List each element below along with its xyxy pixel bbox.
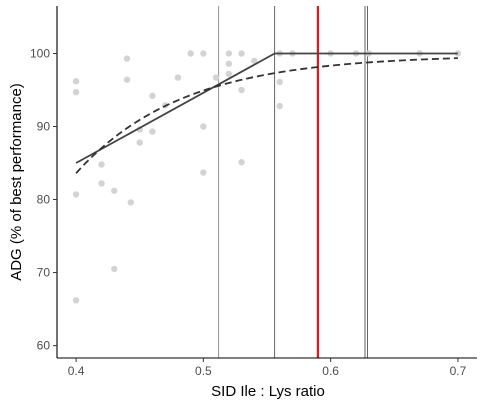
data-point-22 bbox=[212, 74, 220, 81]
x-axis-title: SID Ile : Lys ratio bbox=[211, 383, 325, 400]
data-point-1 bbox=[72, 78, 80, 85]
data-point-7 bbox=[111, 187, 118, 194]
x-tick-label: 0.6 bbox=[322, 364, 339, 378]
data-point-28 bbox=[238, 159, 245, 166]
data-point-18 bbox=[187, 50, 194, 57]
data-point-27 bbox=[238, 86, 245, 94]
data-point-2 bbox=[72, 88, 80, 96]
data-point-17 bbox=[174, 74, 182, 81]
data-point-32 bbox=[276, 102, 283, 110]
data-point-15 bbox=[149, 128, 156, 135]
data-point-31 bbox=[276, 78, 283, 86]
axes bbox=[56, 6, 477, 359]
data-point-4 bbox=[72, 297, 80, 304]
vertical-reference-lines bbox=[218, 6, 368, 358]
curvilinear-fit bbox=[75, 57, 458, 174]
y-tick-label: 60 bbox=[37, 339, 51, 353]
data-point-9 bbox=[123, 55, 131, 62]
fit-lines bbox=[75, 52, 458, 174]
data-point-26 bbox=[238, 50, 245, 57]
y-tick-label: 90 bbox=[37, 119, 51, 133]
data-point-19 bbox=[200, 50, 207, 57]
broken-line-fit bbox=[75, 52, 458, 164]
data-point-14 bbox=[149, 92, 156, 100]
data-point-8 bbox=[111, 265, 118, 273]
data-point-5 bbox=[98, 161, 105, 168]
data-point-6 bbox=[98, 180, 105, 187]
data-point-3 bbox=[72, 191, 80, 198]
data-point-11 bbox=[127, 199, 135, 206]
y-tick-label: 80 bbox=[37, 193, 51, 207]
data-point-29 bbox=[251, 57, 258, 64]
y-tick-label: 70 bbox=[37, 266, 51, 280]
data-point-24 bbox=[225, 60, 233, 67]
data-point-25 bbox=[225, 70, 233, 78]
data-point-10 bbox=[123, 76, 131, 83]
y-axis-title: ADG (% of best performance) bbox=[8, 83, 25, 281]
data-point-23 bbox=[225, 50, 233, 57]
data-point-21 bbox=[200, 169, 207, 176]
data-point-13 bbox=[136, 139, 143, 146]
x-tick-label: 0.4 bbox=[68, 364, 85, 378]
data-point-20 bbox=[200, 123, 207, 130]
y-tick-label: 100 bbox=[30, 46, 50, 60]
data-points bbox=[72, 50, 462, 304]
tick-labels: 0.4 0.5 0.6 0.7 60 70 80 90 100 bbox=[30, 46, 467, 378]
x-tick-label: 0.5 bbox=[195, 364, 212, 378]
x-tick-label: 0.7 bbox=[450, 364, 467, 378]
